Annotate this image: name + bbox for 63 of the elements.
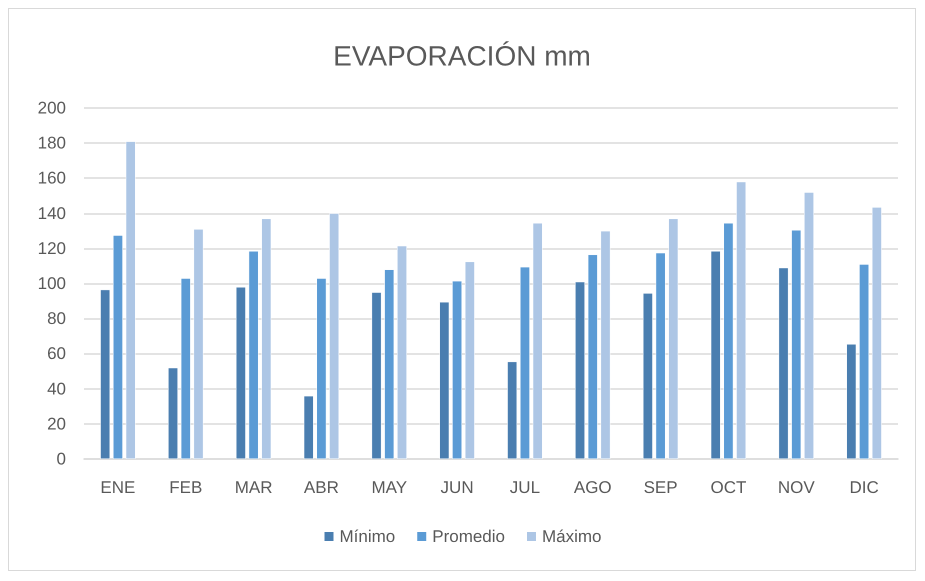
x-tick-label: MAY bbox=[371, 478, 408, 497]
bar bbox=[846, 344, 856, 459]
y-tick-label: 0 bbox=[56, 450, 66, 468]
bar bbox=[113, 235, 123, 459]
bar bbox=[168, 368, 178, 459]
bar bbox=[261, 218, 272, 459]
x-tick-label: NOV bbox=[778, 478, 816, 497]
x-tick-label: MAR bbox=[234, 478, 272, 497]
bar bbox=[724, 222, 734, 459]
y-tick-label: 40 bbox=[47, 379, 66, 398]
bar bbox=[464, 262, 475, 459]
bar bbox=[791, 230, 802, 459]
bar bbox=[656, 252, 666, 459]
y-tick-label: 180 bbox=[38, 134, 66, 153]
x-tick-label: ENE bbox=[100, 478, 136, 497]
legend-label: Máximo bbox=[542, 527, 602, 546]
bar bbox=[100, 290, 110, 459]
y-tick-label: 20 bbox=[47, 414, 66, 434]
bar bbox=[575, 282, 585, 459]
bar bbox=[329, 213, 340, 459]
y-tick-label: 120 bbox=[38, 238, 66, 258]
bar bbox=[372, 292, 382, 459]
bar bbox=[180, 278, 191, 459]
bar bbox=[532, 222, 543, 459]
x-tick-label: ABR bbox=[304, 478, 339, 497]
bar bbox=[439, 302, 450, 459]
y-tick-label: 100 bbox=[38, 274, 66, 293]
y-tick-label: 160 bbox=[38, 168, 66, 188]
y-tick-label: 80 bbox=[47, 309, 66, 328]
bar bbox=[126, 141, 136, 459]
bar bbox=[304, 396, 314, 459]
x-tick-label: OCT bbox=[710, 478, 746, 497]
y-tick-label: 200 bbox=[38, 98, 66, 118]
bar bbox=[236, 287, 246, 459]
bar bbox=[778, 268, 788, 459]
x-tick-label: DIC bbox=[849, 478, 879, 497]
legend-label: Promedio bbox=[432, 527, 505, 546]
legend-label: Mínimo bbox=[340, 527, 396, 546]
bar bbox=[316, 278, 326, 459]
x-tick-label: JUN bbox=[440, 478, 474, 497]
bar bbox=[710, 251, 721, 459]
x-tick-label: JUL bbox=[510, 478, 540, 497]
bar bbox=[600, 230, 610, 459]
y-tick-label: 140 bbox=[38, 204, 66, 223]
bar bbox=[859, 264, 869, 459]
x-tick-label: AGO bbox=[574, 478, 612, 497]
bar bbox=[397, 246, 407, 459]
x-tick-label: SEP bbox=[644, 478, 678, 497]
chart-title: EVAPORACIÓN mm bbox=[333, 40, 591, 72]
bar bbox=[736, 182, 746, 459]
bar bbox=[248, 251, 258, 459]
bar bbox=[804, 192, 814, 459]
bar bbox=[872, 207, 882, 459]
bar bbox=[642, 293, 653, 459]
x-tick-label: FEB bbox=[169, 478, 202, 497]
bar bbox=[588, 254, 598, 459]
bar bbox=[520, 266, 530, 459]
bar bbox=[452, 280, 462, 459]
bar bbox=[507, 362, 518, 459]
bar bbox=[668, 218, 678, 459]
y-tick-label: 60 bbox=[47, 344, 66, 364]
bar bbox=[384, 269, 394, 459]
bar bbox=[194, 229, 204, 459]
